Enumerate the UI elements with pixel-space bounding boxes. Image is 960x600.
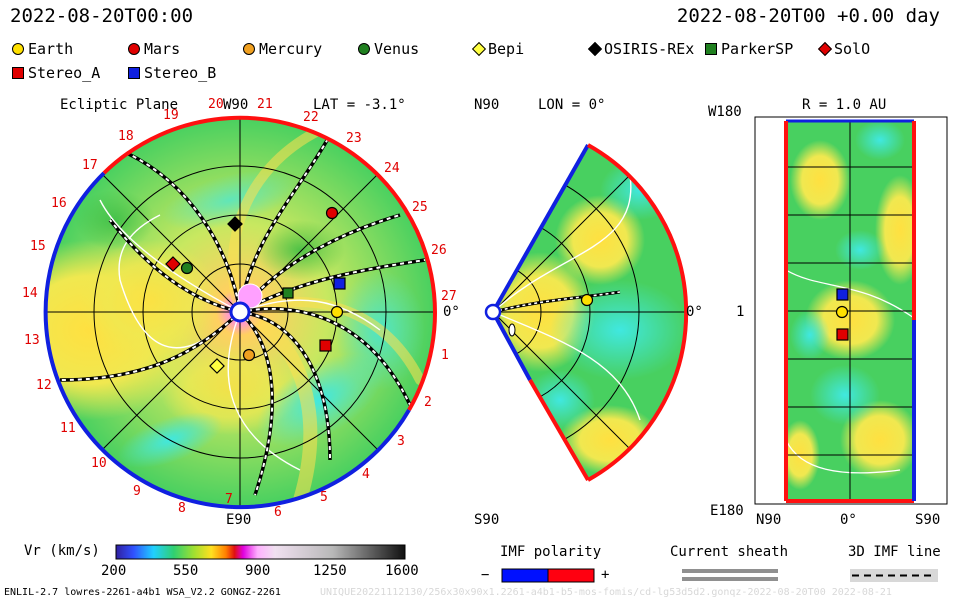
legend-stereo-b: Stereo_B — [128, 64, 216, 82]
legend-osiris-rex: OSIRIS-REx — [587, 40, 694, 58]
carrington-label: 4 — [362, 467, 370, 482]
carrington-label: 27 — [441, 289, 457, 304]
carrington-label: 18 — [118, 129, 134, 144]
carrington-label: 3 — [397, 434, 405, 449]
stereo-b-marker — [333, 277, 346, 290]
ecliptic-top-label: W90 — [223, 97, 249, 113]
stereo-b-marker-icon — [128, 67, 140, 79]
carrington-label: 8 — [178, 501, 186, 516]
ecliptic-bottom-label: E90 — [226, 512, 252, 528]
earth-marker-icon — [12, 43, 24, 55]
mercury-marker — [242, 348, 256, 362]
legend-bepi: Bepi — [471, 40, 524, 58]
colorbar-title: Vr (km/s) — [24, 543, 100, 559]
meridional-bottom-label: S90 — [474, 512, 500, 528]
legend-earth: Earth — [12, 40, 73, 58]
legend-solo: SolO — [817, 40, 870, 58]
colorbar-tick: 1600 — [385, 563, 419, 579]
ecliptic-title: Ecliptic Plane — [60, 97, 179, 113]
ecliptic-lat-label: LAT = -3.1° — [313, 97, 406, 113]
carrington-label: 6 — [274, 505, 282, 520]
sphere-radius-label: R = 1.0 AU — [802, 97, 887, 113]
meridional-right-label: 0° — [686, 304, 703, 320]
carrington-label: 9 — [133, 484, 141, 499]
mars-marker — [325, 206, 339, 220]
meridional-top-label: N90 — [474, 97, 500, 113]
imf-plus-label: + — [601, 567, 610, 583]
sphere-x-mid-label: 0° — [840, 512, 857, 528]
imf-polarity-title: IMF polarity — [500, 544, 602, 560]
earth-marker — [330, 305, 344, 319]
venus-marker-icon — [358, 43, 370, 55]
carrington-label: 5 — [320, 490, 328, 505]
sphere-mid-left-label: 1 — [736, 304, 745, 320]
carrington-label: 25 — [412, 200, 428, 215]
carrington-label: 22 — [303, 110, 319, 125]
carrington-label: 19 — [163, 108, 179, 123]
mars-marker-icon — [128, 43, 140, 55]
colorbar-tick: 200 — [101, 563, 127, 579]
solo-marker — [165, 256, 181, 272]
sphere-bottom-left-label: E180 — [710, 503, 744, 519]
legend-parkersp: ParkerSP — [705, 40, 793, 58]
carrington-label: 13 — [24, 333, 40, 348]
parkersp-marker-icon — [705, 43, 717, 55]
colorbar-tick: 1250 — [313, 563, 347, 579]
current-sheath-title: Current sheath — [670, 544, 789, 560]
carrington-label: 21 — [257, 97, 273, 112]
carrington-label: 10 — [91, 456, 107, 471]
stereo-a-marker — [319, 339, 332, 352]
legend-mercury: Mercury — [243, 40, 322, 58]
bepi-marker — [209, 358, 225, 374]
ecliptic-plane-panel — [43, 115, 437, 510]
imf3d-title: 3D IMF line — [848, 544, 941, 560]
footer-model: ENLIL-2.7 lowres-2261-a4b1 WSA_V2.2 GONG… — [4, 587, 281, 598]
carrington-label: 26 — [431, 243, 447, 258]
footer-watermark: UNIQUE20221112130/256x30x90x1.2261-a4b1-… — [320, 587, 892, 598]
carrington-label: 17 — [82, 158, 98, 173]
legend-mars: Mars — [128, 40, 180, 58]
meridional-lon-label: LON = 0° — [538, 97, 606, 113]
carrington-label: 1 — [441, 348, 449, 363]
imf-negative-swatch — [501, 568, 549, 583]
carrington-label: 20 — [208, 97, 224, 112]
imf-minus-label: − — [481, 567, 490, 583]
sphere-top-left-label: W180 — [708, 104, 742, 120]
colorbar-tick: 550 — [173, 563, 199, 579]
carrington-label: 12 — [36, 378, 52, 393]
carrington-label: 16 — [51, 196, 67, 211]
imf-positive-swatch — [547, 568, 595, 583]
carrington-label: 24 — [384, 161, 400, 176]
header-left-time: 2022-08-20T00:00 — [10, 5, 194, 27]
sphere-x-left-label: N90 — [756, 512, 782, 528]
carrington-label: 7 — [225, 492, 233, 507]
legend-stereo-a: Stereo_A — [12, 64, 100, 82]
carrington-label: 23 — [346, 131, 362, 146]
carrington-label: 14 — [22, 286, 38, 301]
osiris-rex-marker — [227, 216, 243, 232]
velocity-colorbar — [115, 544, 406, 560]
stereo-a-marker-icon — [12, 67, 24, 79]
carrington-label: 15 — [30, 239, 46, 254]
legend-venus: Venus — [358, 40, 419, 58]
sphere-x-right-label: S90 — [915, 512, 941, 528]
carrington-label: 2 — [424, 395, 432, 410]
mercury-marker-icon — [243, 43, 255, 55]
ecliptic-right-label: 0° — [443, 304, 460, 320]
imf-line-swatch — [850, 569, 938, 582]
header-right-time: 2022-08-20T00 +0.00 day — [676, 5, 940, 27]
sphere-map-panel — [754, 116, 948, 505]
venus-marker — [180, 261, 194, 275]
colorbar-tick: 900 — [245, 563, 271, 579]
carrington-label: 11 — [60, 421, 76, 436]
parkersp-marker — [282, 287, 294, 299]
current-sheath-swatch — [682, 569, 778, 581]
